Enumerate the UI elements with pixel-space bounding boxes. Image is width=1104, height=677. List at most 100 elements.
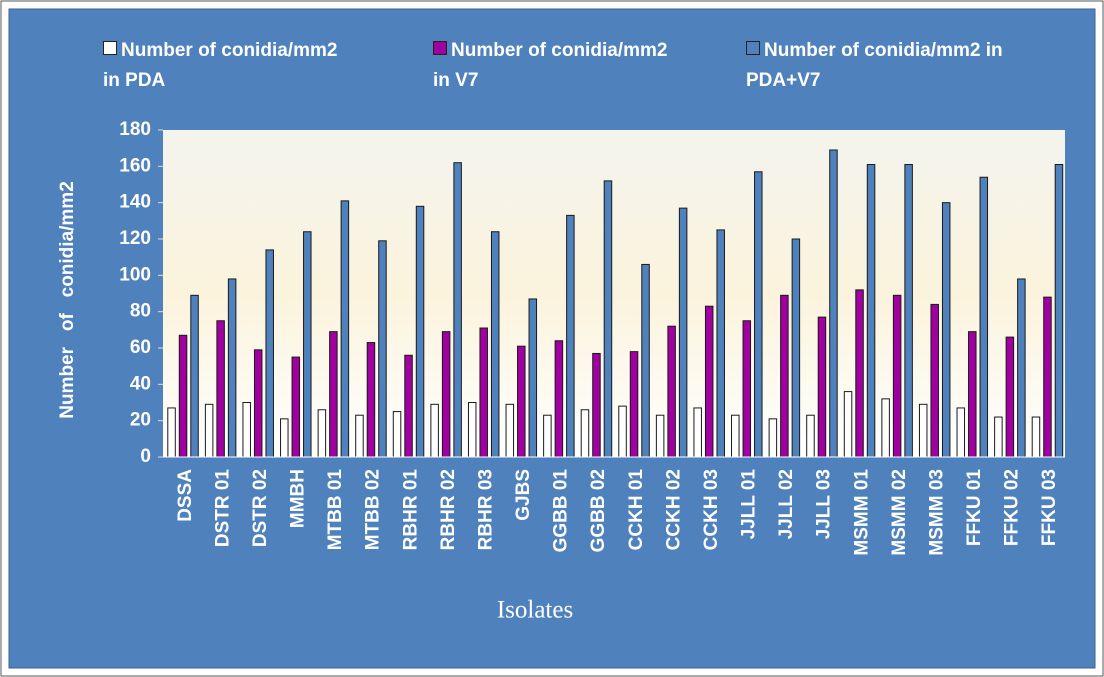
bar [780, 294, 789, 458]
bar [1017, 278, 1026, 458]
bar [742, 320, 752, 458]
bar [580, 409, 590, 458]
bar [505, 403, 515, 458]
bar [216, 320, 225, 458]
bar [528, 298, 538, 458]
bar [340, 200, 350, 458]
y-tick-label: 20 [130, 410, 151, 431]
bar [543, 414, 552, 458]
y-tick-label: 120 [119, 228, 151, 249]
bar [317, 409, 327, 458]
legend-item: Number of conidia/mm2 in PDA [103, 36, 353, 96]
x-tick-label: GGBB 01 [551, 469, 572, 553]
y-axis-title: Number of conidia/mm2 [57, 181, 78, 419]
bar [178, 334, 188, 458]
legend-swatch [103, 41, 117, 55]
bar [892, 294, 902, 458]
bar [667, 325, 676, 458]
bar [392, 411, 402, 458]
bar [566, 214, 575, 458]
y-tick-label: 160 [119, 155, 151, 176]
bar [956, 407, 966, 458]
bar [453, 162, 462, 458]
x-tick-label: DSTR 01 [212, 469, 233, 548]
legend-label: Number of conidia/mm2 in V7 [433, 40, 668, 91]
bar [941, 202, 951, 458]
x-tick-label: MSMM 03 [926, 469, 947, 556]
bar [704, 305, 714, 458]
bar [693, 407, 702, 458]
bar [904, 164, 913, 458]
bar [881, 398, 890, 458]
legend-item: Number of conidia/mm2 in V7 [433, 36, 683, 96]
bar [554, 340, 564, 458]
bar [817, 316, 827, 458]
x-tick-label: MSMM 02 [889, 469, 910, 556]
y-tick-label: 140 [119, 192, 151, 213]
bar [754, 171, 763, 458]
bar [855, 289, 864, 458]
x-tick-label: JJLL 01 [739, 469, 760, 540]
y-tick-label: 100 [119, 264, 151, 285]
x-tick-label: GJBS [513, 469, 534, 521]
bar [716, 229, 725, 458]
legend-label: Number of conidia/mm2 in PDA [103, 40, 338, 91]
bar [592, 352, 601, 458]
x-tick-label: FFKU 02 [1002, 469, 1023, 546]
y-tick-label: 0 [140, 446, 151, 467]
bar [629, 351, 639, 458]
bar [1031, 416, 1041, 458]
bar [768, 418, 778, 458]
bar [968, 331, 977, 458]
y-tick-label: 180 [119, 119, 151, 140]
x-tick-label: DSTR 02 [250, 469, 271, 547]
x-tick-label: FFKU 03 [1039, 469, 1060, 546]
bar [204, 403, 214, 458]
bar [479, 327, 488, 458]
bar [843, 391, 853, 458]
bar [1005, 336, 1015, 458]
x-tick-label: JJLL 02 [776, 469, 797, 539]
x-tick-label: RBHR 03 [475, 469, 496, 550]
x-tick-label: MSMM 01 [851, 469, 872, 556]
x-tick-label: MTBB 01 [325, 469, 346, 551]
bar [918, 403, 928, 458]
bar [490, 231, 500, 458]
bar [366, 342, 376, 458]
bar [415, 205, 425, 458]
bar [806, 414, 815, 458]
x-axis-title: Isolates [497, 597, 573, 624]
legend-label: Number of conidia/mm2 in PDA+V7 [746, 40, 1003, 91]
bar [618, 405, 627, 458]
bar [280, 418, 289, 458]
x-tick-label: MMBH [288, 469, 309, 528]
bar [329, 331, 338, 458]
bar [791, 238, 801, 458]
bar [678, 207, 688, 458]
bar [655, 414, 665, 458]
legend-swatch [746, 41, 760, 55]
legend-swatch [433, 41, 447, 55]
y-tick-label: 40 [130, 373, 151, 394]
bar [979, 176, 989, 458]
bar [517, 345, 526, 458]
x-tick-label: CCKH 02 [663, 469, 684, 550]
bar [467, 402, 477, 458]
bar [404, 354, 413, 458]
bar [227, 278, 237, 458]
bar [641, 263, 650, 458]
bar [603, 180, 613, 458]
bar [167, 407, 176, 458]
bar [1043, 296, 1052, 458]
bar [190, 294, 199, 458]
legend-item: Number of conidia/mm2 in PDA+V7 [746, 36, 1046, 96]
plot-area [163, 130, 1065, 457]
bar [378, 240, 387, 458]
y-tick-label: 60 [130, 337, 151, 358]
bar [291, 356, 301, 458]
bar [355, 414, 364, 458]
bar [930, 303, 939, 458]
bar [731, 414, 740, 458]
